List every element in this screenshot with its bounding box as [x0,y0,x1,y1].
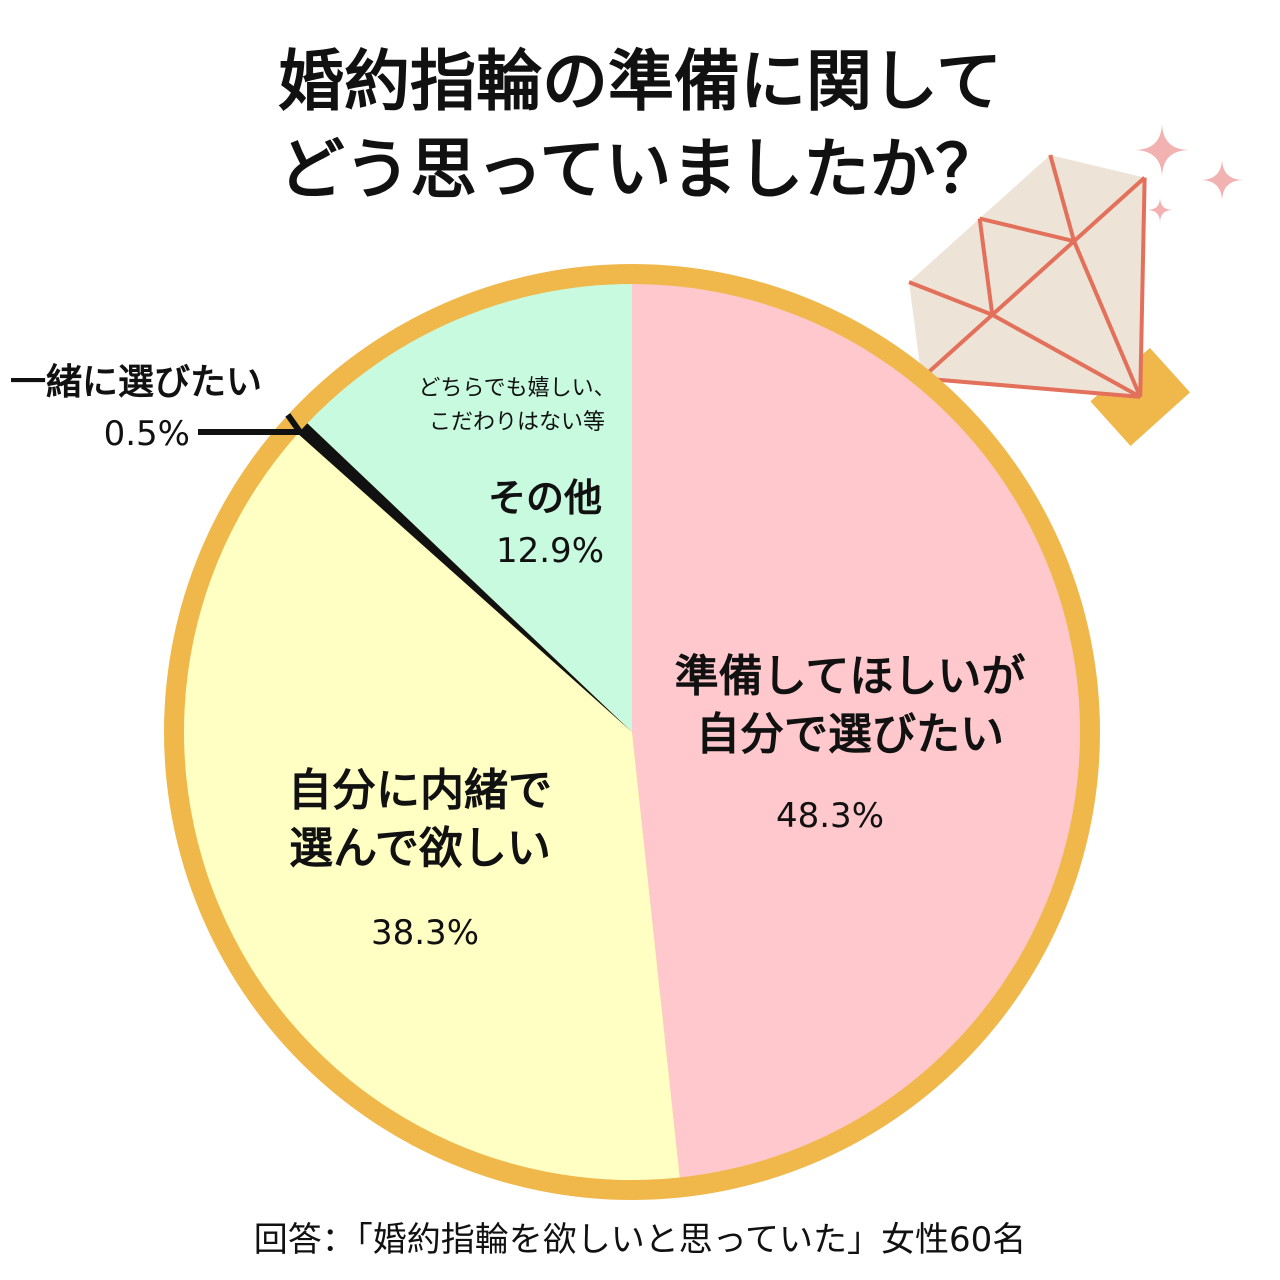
slice-value-together: 0.5% [103,414,190,454]
slice-value-other: 12.9% [495,531,604,571]
diamond-facet-line [1048,154,1076,242]
slice-value-self-choose: 48.3% [775,796,884,836]
chart-footnote: 回答：「婚約指輪を欲しいと思っていた」女性60名 [253,1220,1027,1260]
diamond-facet-line [977,218,995,316]
diamond-facet-line [921,376,1141,399]
slice-label-together: 一緒に選びたい [10,362,263,403]
leader-line-together [198,413,306,435]
slice-label-surprise: 自分に内緒で 選んで欲しい [210,762,630,878]
slice-other [307,284,632,732]
chart-title: 婚約指輪の準備に関して どう思っていましたか？ [0,38,1280,214]
slice-note-other: どちらでも嬉しい、 こだわりはない等 [392,372,642,440]
slice-self-choose [632,284,1081,1178]
leader-lines [198,413,306,435]
diamond-facet-line [979,216,1075,244]
slice-label-surprise-line-1: 自分に内緒で [288,765,552,816]
slice-surprise [184,433,680,1181]
slice-label-other: その他 [487,476,602,520]
slice-value-surprise: 38.3% [370,913,479,953]
chart-title-line-2: どう思っていましたか？ [278,131,1002,208]
slice-label-self-choose-line-1: 準備してほしいが [674,651,1026,702]
diamond-facet-line [908,280,994,317]
diamond-facet-line [920,176,1146,380]
sparkle-icon [1134,122,1190,178]
sparkle-icon [1200,158,1244,202]
slice-together [297,423,632,732]
slice-label-self-choose: 準備してほしいが 自分で選びたい [640,648,1060,764]
pie-slices [184,284,1081,1181]
slice-note-other-line-2: こだわりはない等 [428,410,605,435]
diamond-facet-line [991,313,1142,399]
slice-label-surprise-line-2: 選んで欲しい [289,823,551,874]
diamond-facet-line [1138,177,1147,397]
slice-label-self-choose-line-2: 自分で選びたい [696,709,1004,760]
slice-note-other-line-1: どちらでも嬉しい、 [418,376,616,401]
sparkle-icon [1147,197,1173,223]
diamond-gem [908,154,1191,446]
chart-title-line-1: 婚約指輪の準備に関して [277,43,1003,120]
diamond-facet-line [1072,240,1143,398]
